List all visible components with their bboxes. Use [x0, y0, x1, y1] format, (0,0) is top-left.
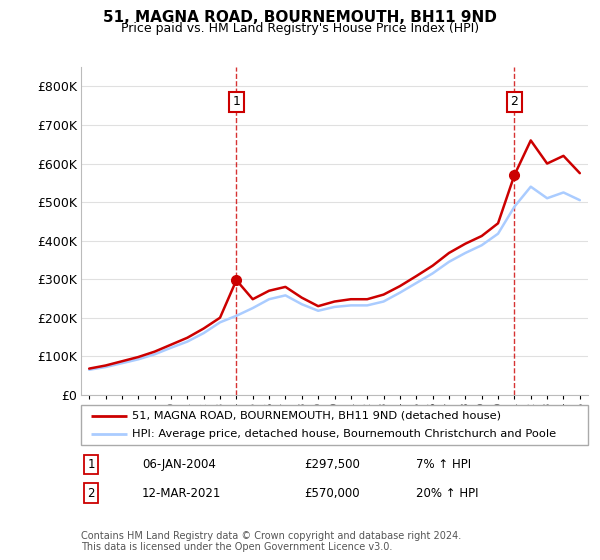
Text: £570,000: £570,000: [304, 487, 360, 500]
Text: Price paid vs. HM Land Registry's House Price Index (HPI): Price paid vs. HM Land Registry's House …: [121, 22, 479, 35]
Text: 20% ↑ HPI: 20% ↑ HPI: [416, 487, 478, 500]
Text: 12-MAR-2021: 12-MAR-2021: [142, 487, 221, 500]
Text: 51, MAGNA ROAD, BOURNEMOUTH, BH11 9ND (detached house): 51, MAGNA ROAD, BOURNEMOUTH, BH11 9ND (d…: [132, 411, 500, 421]
Text: 06-JAN-2004: 06-JAN-2004: [142, 458, 216, 471]
Text: £297,500: £297,500: [304, 458, 360, 471]
Text: 51, MAGNA ROAD, BOURNEMOUTH, BH11 9ND: 51, MAGNA ROAD, BOURNEMOUTH, BH11 9ND: [103, 10, 497, 25]
Text: 2: 2: [511, 95, 518, 108]
Text: 2: 2: [88, 487, 95, 500]
Text: 1: 1: [232, 95, 241, 108]
FancyBboxPatch shape: [81, 405, 588, 445]
Text: Contains HM Land Registry data © Crown copyright and database right 2024.
This d: Contains HM Land Registry data © Crown c…: [81, 531, 461, 553]
Text: 1: 1: [88, 458, 95, 471]
Text: 7% ↑ HPI: 7% ↑ HPI: [416, 458, 471, 471]
Text: HPI: Average price, detached house, Bournemouth Christchurch and Poole: HPI: Average price, detached house, Bour…: [132, 430, 556, 439]
